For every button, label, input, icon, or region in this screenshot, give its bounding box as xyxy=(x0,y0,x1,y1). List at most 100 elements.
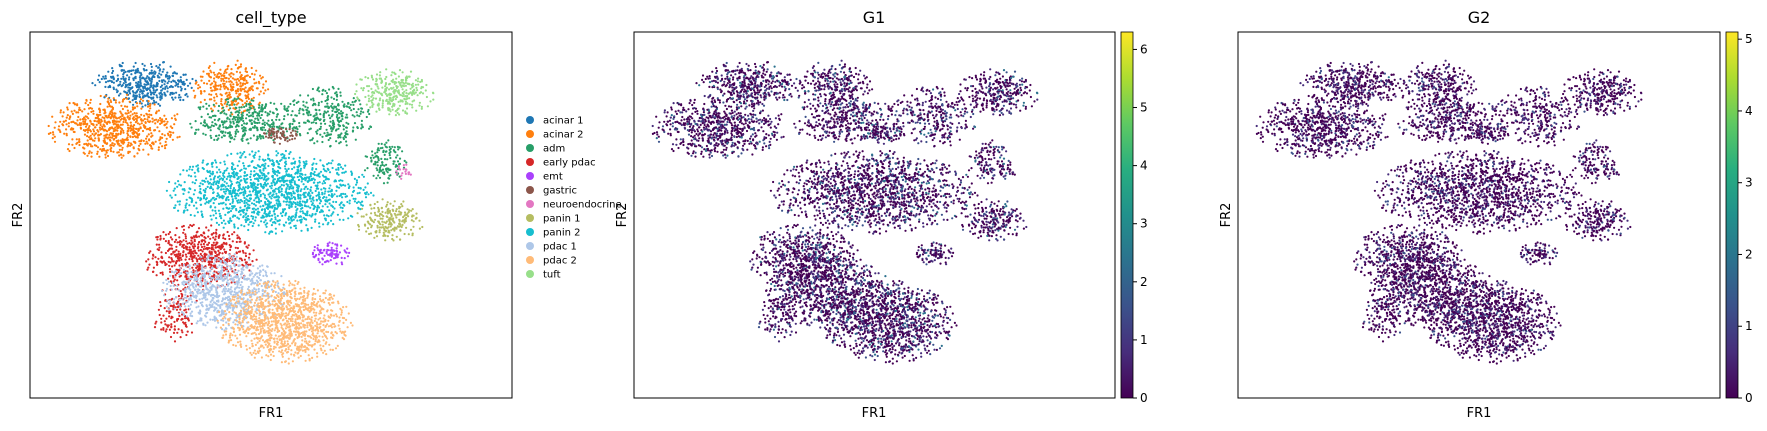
point xyxy=(229,185,232,188)
point xyxy=(310,98,313,101)
point xyxy=(149,103,152,106)
point xyxy=(362,215,365,218)
point xyxy=(181,225,184,228)
point xyxy=(129,121,132,124)
point xyxy=(331,124,335,127)
point xyxy=(195,207,198,210)
point xyxy=(144,121,147,124)
point xyxy=(254,204,257,207)
point xyxy=(242,128,245,131)
point xyxy=(226,67,229,71)
point xyxy=(151,75,154,79)
point xyxy=(408,75,411,78)
point xyxy=(196,247,199,250)
point xyxy=(243,241,246,244)
point xyxy=(327,114,331,117)
point xyxy=(239,213,242,216)
point xyxy=(222,109,225,113)
point xyxy=(330,126,333,129)
point xyxy=(142,90,145,93)
point xyxy=(188,241,191,245)
point xyxy=(209,237,212,240)
point xyxy=(277,282,280,285)
point xyxy=(383,153,386,156)
point xyxy=(200,92,203,95)
point xyxy=(323,217,327,220)
point xyxy=(175,72,178,75)
point xyxy=(244,220,248,224)
point xyxy=(251,126,255,129)
point xyxy=(219,257,222,260)
point xyxy=(149,89,152,92)
point xyxy=(307,179,310,182)
point xyxy=(152,266,155,269)
point xyxy=(252,222,255,225)
point xyxy=(120,112,123,115)
point xyxy=(215,161,218,164)
point xyxy=(110,80,114,84)
point xyxy=(313,170,316,174)
point xyxy=(366,167,369,170)
point xyxy=(367,100,370,103)
point xyxy=(82,118,85,121)
point xyxy=(234,189,237,192)
point xyxy=(234,111,237,114)
point xyxy=(87,117,90,120)
point xyxy=(352,190,355,193)
point xyxy=(139,82,142,85)
point xyxy=(202,248,205,251)
point xyxy=(313,157,316,161)
point xyxy=(161,87,165,90)
point xyxy=(201,250,204,253)
point xyxy=(381,99,384,102)
point xyxy=(178,200,181,203)
point xyxy=(210,124,213,127)
point xyxy=(401,78,404,82)
point xyxy=(173,114,176,117)
point xyxy=(162,327,165,330)
point xyxy=(375,177,378,180)
point xyxy=(184,93,187,97)
point xyxy=(59,111,62,114)
point xyxy=(395,208,398,211)
point xyxy=(282,126,285,129)
point xyxy=(202,231,205,235)
point xyxy=(123,105,127,108)
point xyxy=(217,181,220,185)
point xyxy=(172,251,175,254)
point xyxy=(385,75,388,79)
point xyxy=(280,102,283,105)
point xyxy=(371,219,374,222)
point xyxy=(106,122,109,125)
point xyxy=(418,101,421,104)
point xyxy=(296,175,299,179)
point xyxy=(142,139,145,142)
point xyxy=(335,140,338,143)
point xyxy=(192,204,196,207)
point xyxy=(249,173,252,176)
point xyxy=(172,131,175,134)
point xyxy=(194,94,197,97)
point xyxy=(77,115,80,119)
point xyxy=(221,252,224,255)
point xyxy=(149,93,153,96)
point xyxy=(278,136,281,139)
point xyxy=(112,87,115,91)
point xyxy=(217,223,221,226)
point xyxy=(265,175,268,178)
point xyxy=(128,76,131,79)
point xyxy=(235,197,238,200)
point xyxy=(90,137,93,140)
point xyxy=(219,88,222,91)
point xyxy=(170,326,173,329)
point xyxy=(70,121,73,124)
point xyxy=(277,188,280,191)
point xyxy=(288,222,291,225)
point xyxy=(223,163,227,166)
point xyxy=(198,108,202,111)
point xyxy=(298,164,301,167)
point xyxy=(173,123,176,126)
point xyxy=(65,134,68,137)
point xyxy=(340,184,343,187)
point xyxy=(335,200,338,204)
